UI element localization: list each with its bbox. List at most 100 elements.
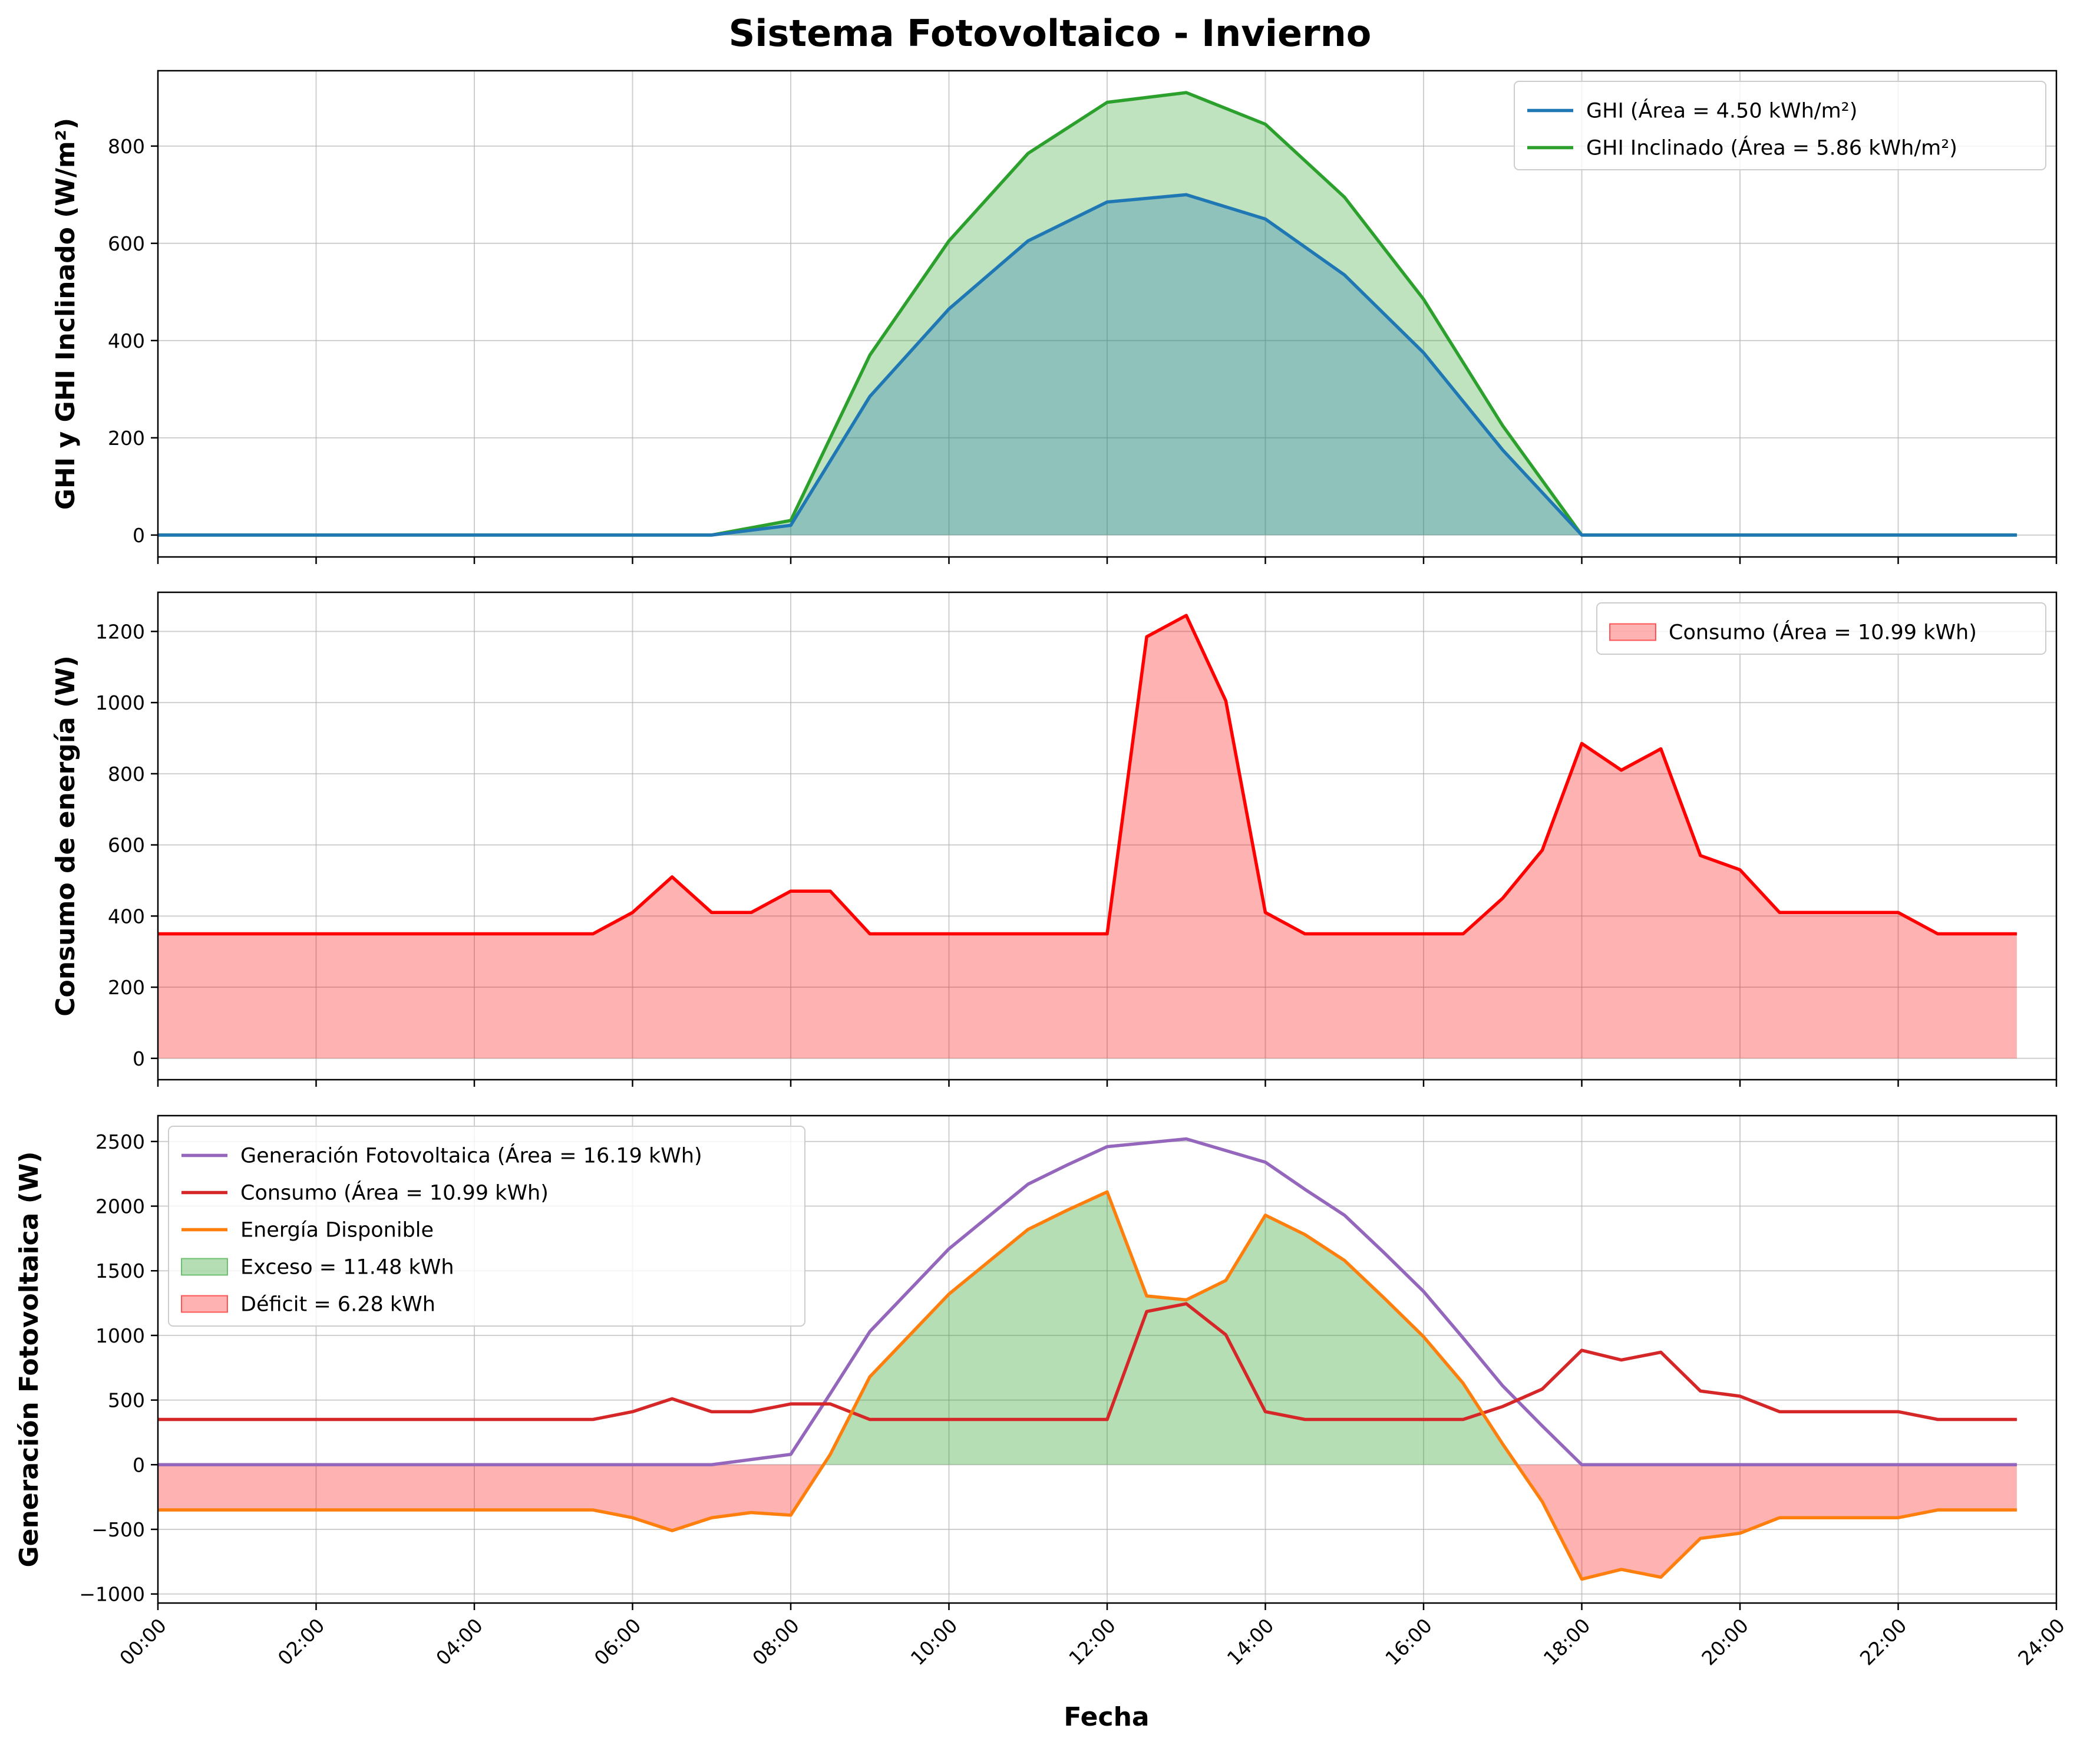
area-fill-series-2 — [158, 194, 2017, 535]
y-tick-label: 400 — [108, 905, 145, 928]
data-point — [1779, 1411, 1780, 1412]
data-point — [1265, 1411, 1266, 1412]
data-point — [1700, 1538, 1701, 1539]
y-tick-label: 200 — [108, 427, 145, 450]
data-point — [355, 1509, 356, 1511]
x-tick-label: 14:00 — [1223, 1614, 1279, 1670]
panel-2: 0 200 400 600 800 1000 1200 Consumo de energía … — [51, 591, 2058, 1087]
data-point — [355, 1419, 356, 1420]
data-point — [1067, 1419, 1068, 1420]
data-point — [988, 1419, 989, 1420]
data-point — [1660, 1351, 1662, 1353]
data-point — [1700, 855, 1701, 856]
data-point — [909, 1419, 910, 1420]
x-tick-label: 18:00 — [1539, 1614, 1595, 1670]
y-axis-title: Consumo de energía (W) — [51, 655, 81, 1016]
data-point — [2016, 1509, 2018, 1511]
legend-patch-swatch — [181, 1295, 228, 1313]
data-point — [830, 891, 831, 892]
legend-box — [168, 1126, 805, 1327]
data-point — [632, 1411, 633, 1412]
data-point — [553, 1509, 554, 1511]
area-fill-series-1 — [158, 93, 2017, 535]
x-axis-title: Fecha — [1064, 1702, 1149, 1732]
x-tick-label: 06:00 — [590, 1614, 646, 1670]
y-tick-label: 600 — [108, 232, 145, 255]
data-point — [1581, 743, 1582, 744]
x-tick-label: 12:00 — [1064, 1614, 1120, 1670]
legend-label: Generación Fotovoltaica (Área = 16.19 kW… — [240, 1143, 702, 1168]
y-tick-label: 600 — [108, 834, 145, 857]
legend: GHI (Área = 4.50 kWh/m²) GHI Inclinado (Á… — [1514, 81, 2046, 170]
y-tick-label: 0 — [133, 1453, 145, 1476]
y-tick-label: 800 — [108, 135, 145, 158]
y-tick-label: 2500 — [95, 1130, 145, 1153]
data-point — [1858, 912, 1859, 913]
y-tick-label: 1200 — [95, 620, 145, 643]
data-point — [1186, 194, 1187, 195]
data-point — [988, 1261, 989, 1262]
excess-fill — [158, 1192, 2017, 1465]
series-line-3 — [158, 1190, 2017, 1581]
data-point — [1344, 1419, 1345, 1420]
y-tick-label: 0 — [133, 1047, 145, 1070]
data-point — [988, 1216, 989, 1217]
data-point — [434, 1419, 435, 1420]
y-tick-label: 1000 — [95, 691, 145, 714]
legend: Consumo (Área = 10.99 kWh) — [1596, 602, 2046, 655]
data-point — [1581, 1350, 1582, 1351]
data-point — [1818, 912, 1820, 913]
deficit-fill — [158, 1465, 2017, 1579]
data-point — [1818, 1411, 1820, 1412]
data-point — [2016, 1419, 2018, 1420]
area-fill-series-1 — [158, 615, 2017, 1058]
data-point — [1739, 869, 1741, 870]
y-tick-label: 2000 — [95, 1195, 145, 1218]
y-tick-label: 200 — [108, 976, 145, 999]
x-tick-label: 22:00 — [1855, 1614, 1911, 1670]
legend-label: Consumo (Área = 10.99 kWh) — [1669, 620, 1977, 645]
data-point — [1660, 1577, 1662, 1578]
y-tick-label: −1000 — [79, 1583, 145, 1606]
data-point — [1937, 1419, 1939, 1420]
x-tick-label: 02:00 — [273, 1614, 329, 1670]
y-tick-label: 0 — [133, 524, 145, 547]
panel-3: 00:00 02:00 04:00 06:00 08:00 10:00 12:00 14:00… — [14, 1114, 2069, 1670]
figure-title: Sistema Fotovoltaico - Invierno — [729, 12, 1372, 55]
y-tick-label: 1500 — [95, 1259, 145, 1282]
data-point — [197, 1419, 198, 1420]
data-point — [1739, 1396, 1741, 1397]
x-tick-label: 20:00 — [1697, 1614, 1753, 1670]
legend-patch-swatch — [181, 1258, 228, 1276]
data-point — [830, 1393, 831, 1394]
y-tick-label: 800 — [108, 763, 145, 786]
data-point — [711, 912, 712, 913]
y-tick-label: 500 — [108, 1389, 145, 1412]
data-point — [909, 1290, 910, 1291]
legend: Generación Fotovoltaica (Área = 16.19 kW… — [168, 1126, 805, 1327]
x-tick-label: 16:00 — [1381, 1614, 1437, 1670]
legend-label: Consumo (Área = 10.99 kWh) — [240, 1180, 549, 1205]
data-point — [1344, 1260, 1345, 1261]
data-point — [830, 1454, 831, 1455]
data-point — [276, 1419, 277, 1420]
data-point — [1462, 1383, 1464, 1384]
data-point — [474, 1509, 475, 1511]
data-point — [711, 1411, 712, 1412]
data-point — [1186, 615, 1187, 616]
data-point — [1107, 1419, 1108, 1420]
y-tick-label: 400 — [108, 329, 145, 352]
legend-label: Energía Disponible — [240, 1219, 434, 1242]
y-axis-title: GHI y GHI Inclinado (W/m²) — [51, 118, 81, 510]
legend-label: GHI (Área = 4.50 kWh/m²) — [1586, 98, 1857, 123]
data-point — [1067, 1209, 1068, 1211]
x-tick-label: 10:00 — [906, 1614, 962, 1670]
data-point — [1858, 1411, 1859, 1412]
data-point — [1462, 1419, 1464, 1420]
legend-label: Exceso = 11.48 kWh — [240, 1256, 454, 1279]
x-tick-label: 08:00 — [748, 1614, 804, 1670]
x-tick-label: 00:00 — [115, 1614, 171, 1670]
data-point — [1779, 912, 1780, 913]
data-point — [1265, 912, 1266, 913]
